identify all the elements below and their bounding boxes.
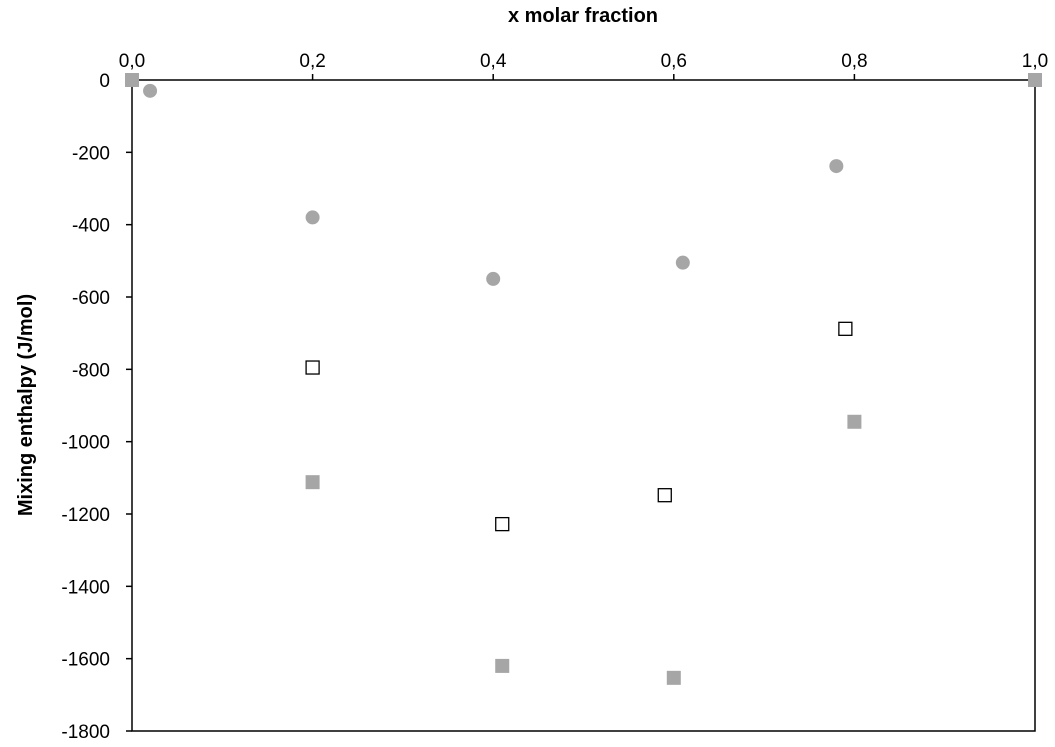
y-tick-label: -1400 <box>61 577 110 598</box>
x-tick-label: 0,8 <box>841 51 867 72</box>
x-tick-label: 1,0 <box>1022 51 1048 72</box>
y-axis-ticks: 0 -200 -400 -600 -800 -1000 -1200 -1400 -1600 -18… <box>61 71 132 743</box>
x-tick-label: 0,2 <box>299 51 325 72</box>
data-point-circle <box>305 210 320 225</box>
data-point-circle <box>829 159 844 174</box>
y-tick-label: -1000 <box>61 433 110 454</box>
data-point-circle <box>675 255 690 270</box>
x-axis-title: x molar fraction <box>508 5 658 27</box>
data-point-filled-square <box>495 658 510 673</box>
data-point-circle <box>486 271 501 286</box>
x-tick-label: 0,0 <box>119 51 145 72</box>
y-axis-title: Mixing enthalpy (J/mol) <box>15 294 37 516</box>
y-tick-label: -400 <box>72 216 110 237</box>
data-point-filled-square <box>305 475 320 490</box>
data-point-open-square <box>657 488 672 503</box>
data-point-filled-square <box>125 73 139 87</box>
data-point-filled-square <box>1028 73 1042 87</box>
y-tick-label: -200 <box>72 143 110 164</box>
x-tick-label: 0,4 <box>480 51 507 72</box>
x-tick-label: 0,6 <box>661 51 687 72</box>
data-point-open-square <box>838 321 853 336</box>
data-points <box>125 73 1042 685</box>
data-point-circle <box>143 83 158 98</box>
plot-area-frame <box>131 79 1036 732</box>
y-tick-label: -1600 <box>61 650 110 671</box>
data-point-filled-square <box>666 670 681 685</box>
y-tick-label: -1200 <box>61 505 110 526</box>
data-point-open-square <box>495 516 510 532</box>
y-tick-label: 0 <box>99 71 110 92</box>
y-tick-label: -1800 <box>61 722 110 742</box>
x-axis-ticks: 0,0 0,2 0,4 0,6 0,8 1,0 <box>119 51 1048 80</box>
data-point-open-square <box>305 360 320 375</box>
y-tick-label: -600 <box>72 288 110 309</box>
y-tick-label: -800 <box>72 360 110 381</box>
data-point-filled-square <box>847 414 862 429</box>
